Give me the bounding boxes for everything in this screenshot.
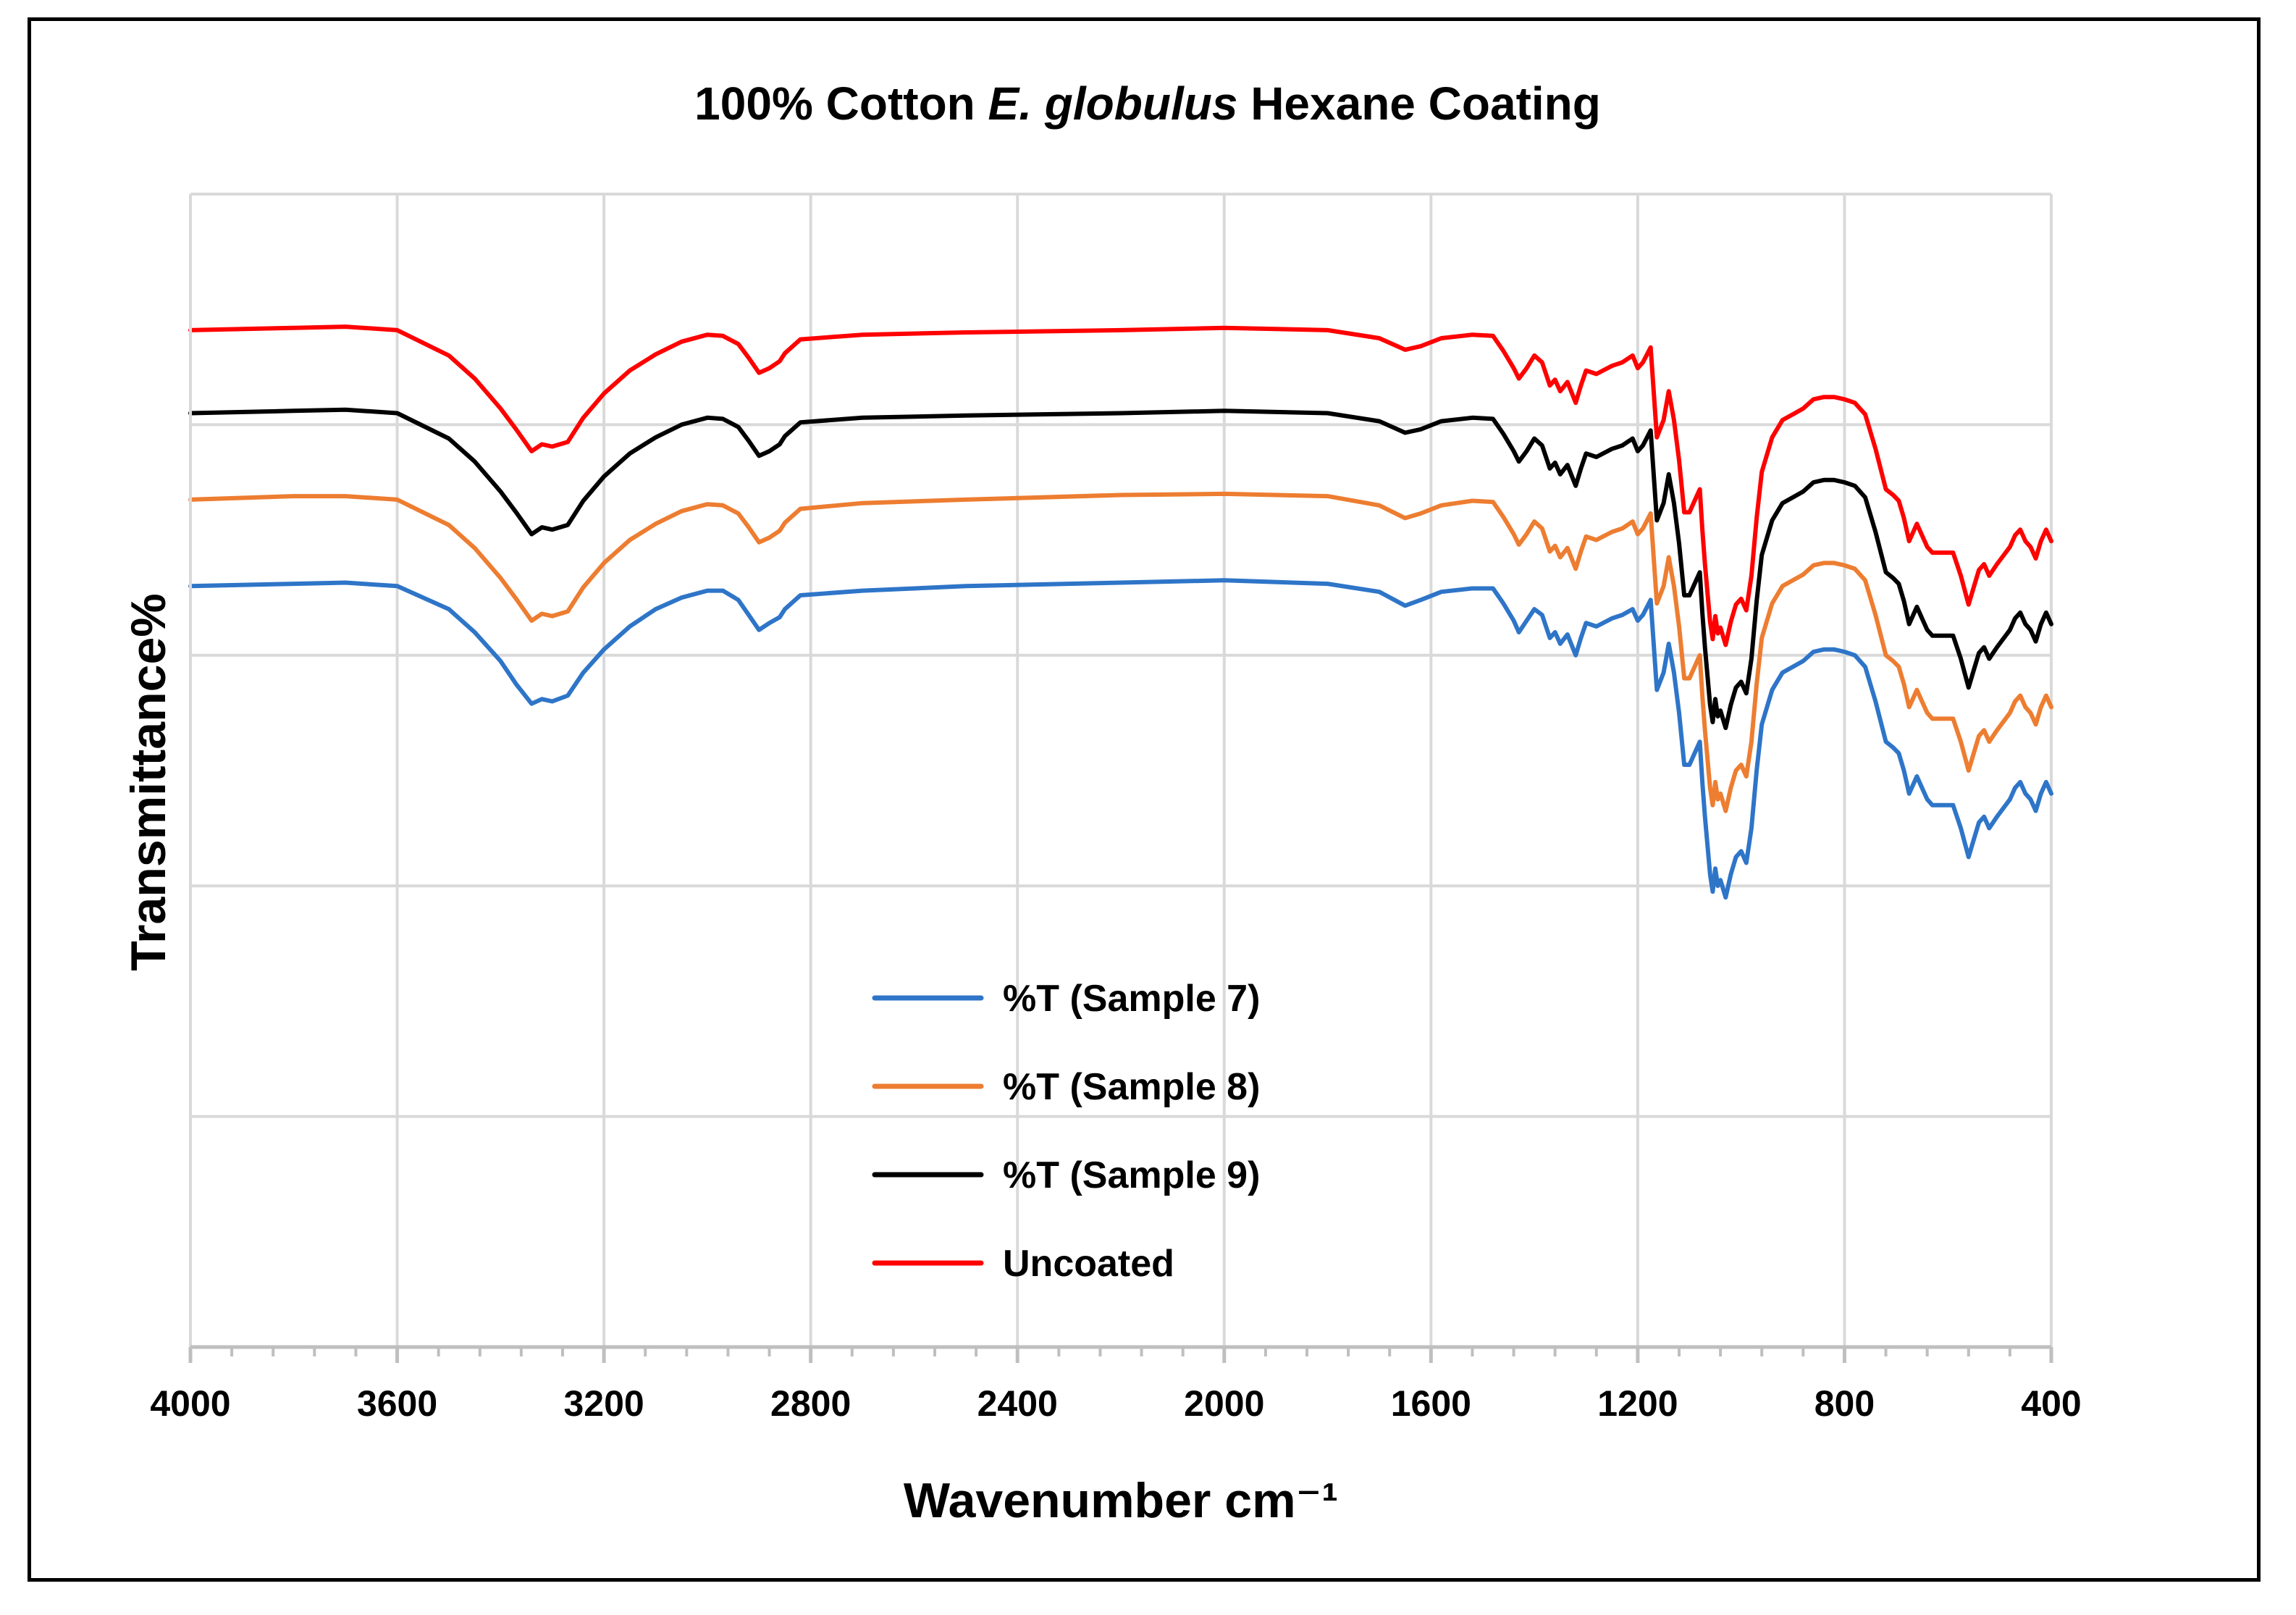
x-tick-label-5: 2000 bbox=[1184, 1383, 1264, 1424]
x-tick-label-4: 2400 bbox=[977, 1383, 1058, 1424]
x-tick-label-2: 3200 bbox=[563, 1383, 644, 1424]
chart-title: 100% Cotton E. globulus Hexane Coating bbox=[694, 77, 1601, 130]
legend: %T (Sample 7) %T (Sample 8) %T (Sample 9) U… bbox=[872, 978, 1260, 1285]
axis-layer: 4000 3600 3200 2800 2400 2000 1600 1200 800 400 bbox=[150, 194, 2082, 1424]
series-line-3 bbox=[188, 324, 2053, 647]
chart-title-part-1: 100% Cotton bbox=[694, 77, 988, 130]
legend-label-2: %T (Sample 9) bbox=[1003, 1154, 1260, 1196]
y-axis-label: Transmittance% bbox=[121, 593, 176, 971]
chart-frame bbox=[28, 17, 2261, 1582]
chart-title-part-3: Hexane Coating bbox=[1237, 77, 1600, 130]
series-line-1 bbox=[188, 491, 2053, 813]
series-layer bbox=[188, 324, 2053, 900]
legend-label-0: %T (Sample 7) bbox=[1003, 978, 1260, 1020]
x-tick-label-7: 1200 bbox=[1597, 1383, 1678, 1424]
x-tick-label-6: 1600 bbox=[1391, 1383, 1471, 1424]
chart-title-part-2: E. globulus bbox=[988, 77, 1238, 130]
x-axis-label: Wavenumber cm⁻¹ bbox=[904, 1473, 1338, 1528]
series-line-2 bbox=[188, 407, 2053, 731]
legend-label-3: Uncoated bbox=[1003, 1243, 1174, 1285]
x-tick-label-3: 2800 bbox=[770, 1383, 851, 1424]
legend-label-1: %T (Sample 8) bbox=[1003, 1066, 1260, 1108]
x-tick-label-1: 3600 bbox=[357, 1383, 437, 1424]
grid-layer bbox=[189, 193, 2053, 1347]
series-line-0 bbox=[188, 578, 2053, 900]
x-tick-label-9: 400 bbox=[2021, 1383, 2081, 1424]
x-tick-label-8: 800 bbox=[1814, 1383, 1875, 1424]
x-tick-label-0: 4000 bbox=[150, 1383, 230, 1424]
